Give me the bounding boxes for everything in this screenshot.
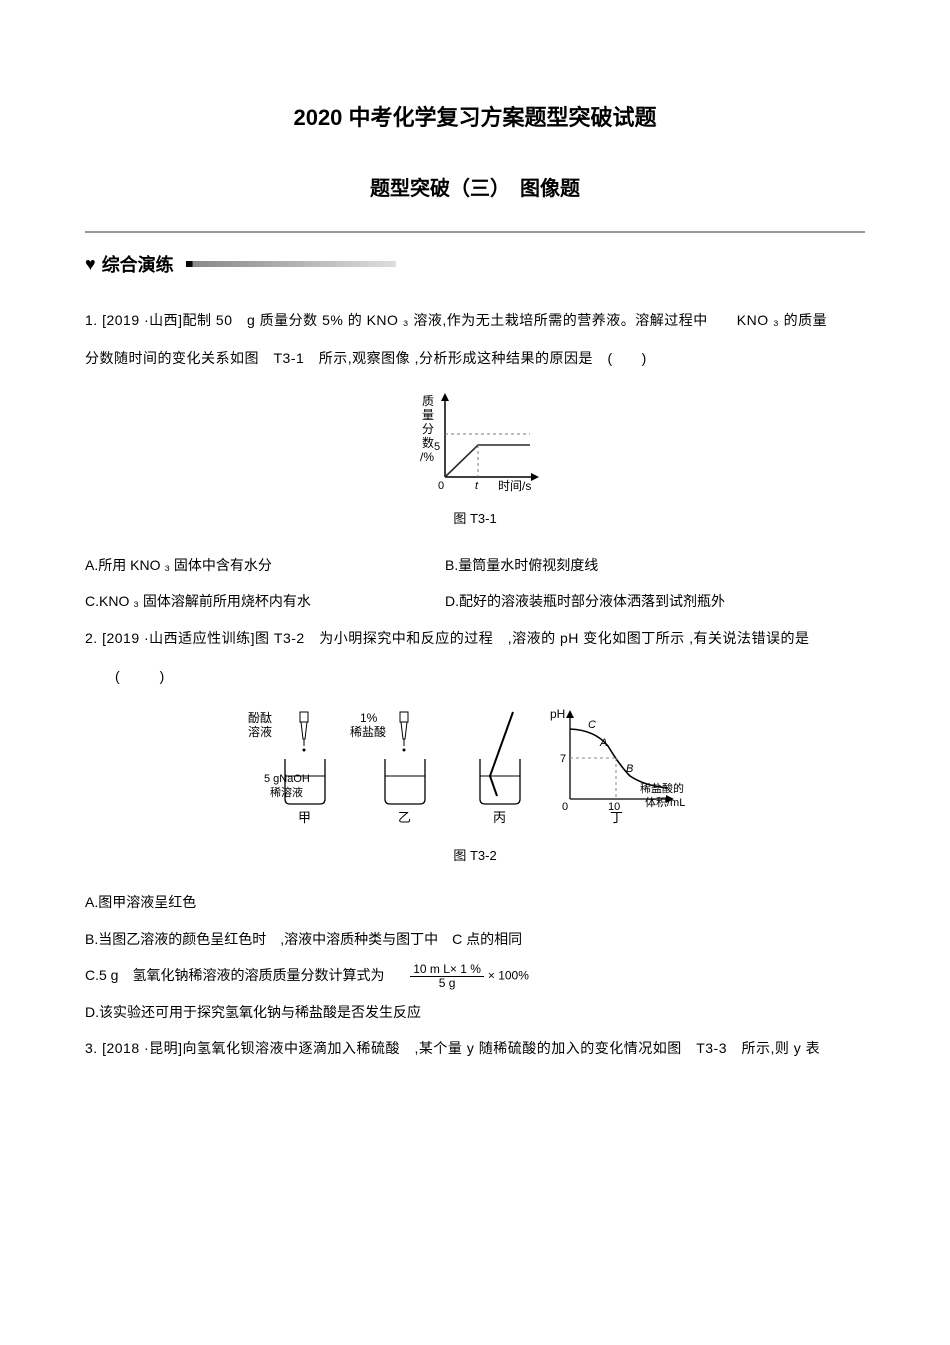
section-divider xyxy=(85,231,865,233)
q1-stem-line1: 1. [2019 ·山西]配制 50 g 质量分数 5% 的 KNO ₃ 溶液,… xyxy=(85,302,865,338)
label-bing: 丙 xyxy=(493,810,506,825)
q2-optB: B.当图乙溶液的颜色呈红色时 ,溶液中溶质种类与图丁中 C 点的相同 xyxy=(85,921,865,957)
q1-options: A.所用 KNO ₃ 固体中含有水分 B.量筒量水时俯视刻度线 C.KNO ₃ … xyxy=(85,547,865,620)
figure-t3-1: 质 量 分 数 /% 5 t 0 时间/s 图 T3-1 xyxy=(85,387,865,527)
y-axis-ph: pH xyxy=(550,707,565,721)
label-phenol-2: 溶液 xyxy=(248,724,272,739)
section-underline xyxy=(186,261,396,267)
pt-c: C xyxy=(588,719,596,731)
q1-optC: C.KNO ₃ 固体溶解前所用烧杯内有水 xyxy=(85,583,445,619)
origin-ding: 0 xyxy=(562,801,568,813)
q2-optD: D.该实验还可用于探究氢氧化钠与稀盐酸是否发生反应 xyxy=(85,994,865,1030)
label-hcl-1: 1% xyxy=(360,711,378,725)
q2-options: A.图甲溶液呈红色 B.当图乙溶液的颜色呈红色时 ,溶液中溶质种类与图丁中 C … xyxy=(85,884,865,1030)
svg-text:数: 数 xyxy=(422,435,434,450)
question-3: 3. [2018 ·昆明]向氢氧化钡溶液中逐滴加入稀硫酸 ,某个量 y 随稀硫酸… xyxy=(85,1030,865,1066)
q1-optA: A.所用 KNO ₃ 固体中含有水分 xyxy=(85,547,445,583)
q1-stem-line2: 分数随时间的变化关系如图 T3-1 所示,观察图像 ,分析形成这种结果的原因是 … xyxy=(85,340,865,376)
q2-optC: C.5 g 氢氧化钠稀溶液的溶质质量分数计算式为 10 m L× 1 % 5 g… xyxy=(85,957,865,993)
diagram-t3-2: 酚酞 溶液 5 gNaOH 稀溶液 甲 1% 稀盐酸 乙 丙 xyxy=(240,704,710,834)
q3-stem-line1: 3. [2018 ·昆明]向氢氧化钡溶液中逐滴加入稀硫酸 ,某个量 y 随稀硫酸… xyxy=(85,1030,865,1066)
label-naoh-2: 稀溶液 xyxy=(270,785,303,799)
y-tick-7: 7 xyxy=(560,753,566,765)
y-axis-label: 质 xyxy=(422,394,434,408)
q1-optD: D.配好的溶液装瓶时部分液体洒落到试剂瓶外 xyxy=(445,583,865,619)
q2-stem-line2: ( ) xyxy=(85,658,865,694)
figure-t3-2: 酚酞 溶液 5 gNaOH 稀溶液 甲 1% 稀盐酸 乙 丙 xyxy=(85,704,865,864)
label-phenol-1: 酚酞 xyxy=(248,710,272,725)
q2-stem-line1: 2. [2019 ·山西适应性训练]图 T3-2 为小明探究中和反应的过程 ,溶… xyxy=(85,620,865,656)
section-header: ♥ 综合演练 xyxy=(85,251,865,277)
svg-text:/%: /% xyxy=(420,450,434,464)
bullet-icon: ♥ xyxy=(85,254,96,275)
label-yi: 乙 xyxy=(398,810,411,825)
q2-optA: A.图甲溶液呈红色 xyxy=(85,884,865,920)
x-axis-label-2: 体积/mL xyxy=(645,795,685,809)
x-axis-label-1: 稀盐酸的 xyxy=(640,781,684,795)
pt-b: B xyxy=(626,763,633,775)
x-axis-label: 时间/s xyxy=(498,479,531,493)
q1-optB: B.量筒量水时俯视刻度线 xyxy=(445,547,865,583)
label-ding: 丁 xyxy=(610,810,623,825)
y-tick-5: 5 xyxy=(434,441,440,453)
fraction: 10 m L× 1 % 5 g xyxy=(410,963,484,990)
svg-text:量: 量 xyxy=(422,408,434,422)
label-jia: 甲 xyxy=(298,810,311,825)
section-title: 综合演练 xyxy=(102,251,184,277)
label-naoh-1: 5 gNaOH xyxy=(264,773,310,785)
fig-caption-t3-1: 图 T3-1 xyxy=(85,508,865,527)
origin-label: 0 xyxy=(438,480,444,492)
question-1: 1. [2019 ·山西]配制 50 g 质量分数 5% 的 KNO ₃ 溶液,… xyxy=(85,302,865,377)
sub-title: 题型突破（三） 图像题 xyxy=(85,172,865,201)
question-2: 2. [2019 ·山西适应性训练]图 T3-2 为小明探究中和反应的过程 ,溶… xyxy=(85,620,865,695)
pt-a: A xyxy=(599,737,607,749)
label-hcl-2: 稀盐酸 xyxy=(350,724,386,739)
chart-t3-1: 质 量 分 数 /% 5 t 0 时间/s xyxy=(400,387,550,497)
fig-caption-t3-2: 图 T3-2 xyxy=(85,845,865,864)
svg-text:分: 分 xyxy=(422,422,434,436)
main-title: 2020 中考化学复习方案题型突破试题 xyxy=(85,100,865,132)
